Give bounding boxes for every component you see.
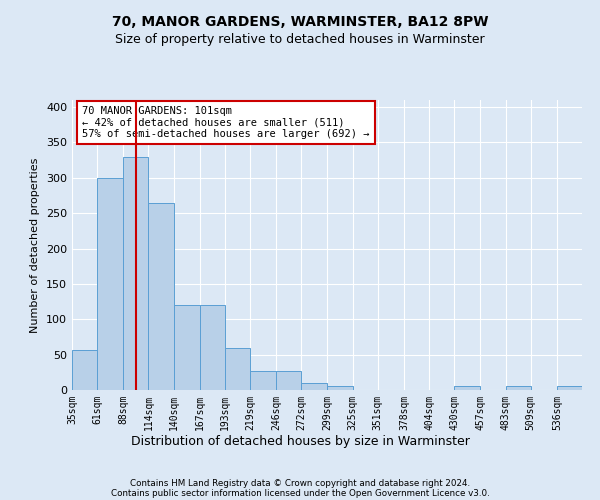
- Bar: [200, 305, 225, 390]
- Text: Distribution of detached houses by size in Warminster: Distribution of detached houses by size …: [131, 435, 469, 448]
- Bar: [173, 305, 200, 390]
- Bar: [148, 202, 173, 390]
- Bar: [454, 386, 481, 390]
- Text: 70, MANOR GARDENS, WARMINSTER, BA12 8PW: 70, MANOR GARDENS, WARMINSTER, BA12 8PW: [112, 15, 488, 29]
- Y-axis label: Number of detached properties: Number of detached properties: [31, 158, 40, 332]
- Text: Size of property relative to detached houses in Warminster: Size of property relative to detached ho…: [115, 32, 485, 46]
- Text: Contains HM Land Registry data © Crown copyright and database right 2024.: Contains HM Land Registry data © Crown c…: [130, 478, 470, 488]
- Text: 70 MANOR GARDENS: 101sqm
← 42% of detached houses are smaller (511)
57% of semi-: 70 MANOR GARDENS: 101sqm ← 42% of detach…: [82, 106, 370, 139]
- Bar: [250, 371, 276, 390]
- Bar: [225, 348, 250, 390]
- Bar: [72, 350, 97, 390]
- Bar: [557, 386, 582, 390]
- Text: Contains public sector information licensed under the Open Government Licence v3: Contains public sector information licen…: [110, 488, 490, 498]
- Bar: [97, 178, 123, 390]
- Bar: [506, 386, 531, 390]
- Bar: [123, 156, 148, 390]
- Bar: [276, 371, 301, 390]
- Bar: [328, 386, 353, 390]
- Bar: [301, 383, 328, 390]
